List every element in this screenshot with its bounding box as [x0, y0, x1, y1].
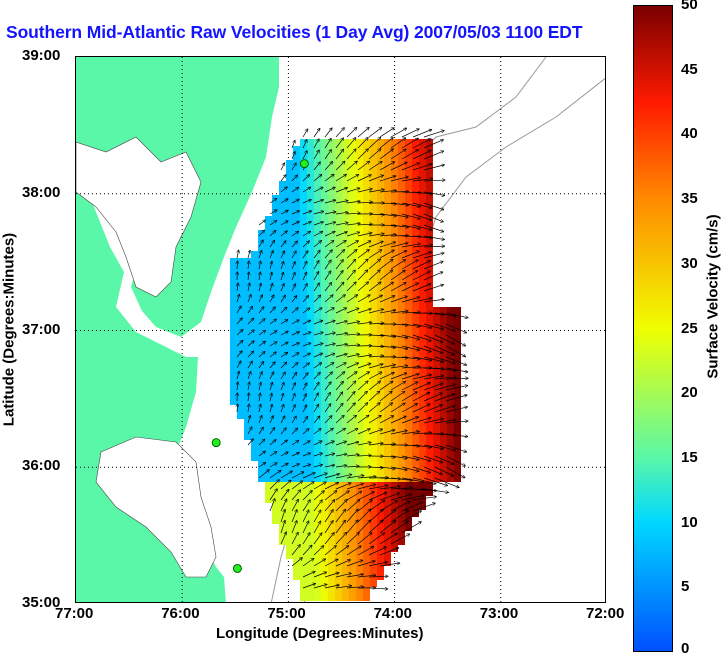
y-axis-label: Latitude (Degrees:Minutes): [0, 232, 18, 427]
y-tick-label: 35:00: [22, 594, 61, 611]
x-tick-label: 76:00: [161, 605, 200, 622]
velocity-map: [76, 57, 605, 602]
bay-water: [76, 136, 202, 298]
colorbar-tick-label: 35: [681, 190, 698, 208]
colorbar-tick-label: 30: [681, 254, 698, 272]
y-tick-label: 38:00: [22, 183, 61, 201]
y-tick-label: 36:00: [22, 457, 61, 475]
x-tick-label: 77:00: [55, 605, 94, 622]
map-plot-area: [75, 56, 606, 603]
x-axis-label: Longitude (Degrees:Minutes): [216, 625, 424, 642]
colorbar-label: Surface Velocity (cm/s): [704, 214, 722, 379]
colorbar-tick-label: 25: [681, 319, 698, 337]
velocity-color-field: [230, 139, 461, 601]
x-tick-label: 74:00: [373, 605, 412, 622]
colorbar-tick-label: 45: [681, 60, 698, 78]
colorbar-tick-label: 10: [681, 513, 698, 531]
colorbar: [633, 5, 673, 652]
x-tick-label: 73:00: [479, 605, 519, 622]
colorbar-tick-label: 40: [681, 125, 698, 143]
sound-water: [95, 436, 217, 578]
station-marker: [299, 159, 309, 169]
y-tick-label: 37:00: [22, 320, 61, 338]
station-marker: [232, 563, 242, 573]
grid-lines: [76, 57, 605, 602]
colorbar-tick-label: 50: [681, 0, 698, 13]
colorbar-tick-label: 20: [681, 384, 698, 402]
map-title: Southern Mid-Atlantic Raw Velocities (1 …: [6, 22, 583, 42]
colorbar-tick-label: 0: [681, 640, 690, 657]
colorbar-gradient: [634, 6, 672, 651]
x-tick-label: 75:00: [267, 605, 306, 622]
radar-stations: [211, 159, 309, 573]
station-marker: [211, 438, 221, 448]
y-tick-label: 39:00: [22, 47, 61, 64]
colorbar-tick-label: 5: [681, 578, 690, 596]
velocity-vectors: [237, 128, 468, 589]
x-tick-label: 72:00: [586, 605, 625, 622]
colorbar-tick-label: 15: [681, 448, 698, 466]
